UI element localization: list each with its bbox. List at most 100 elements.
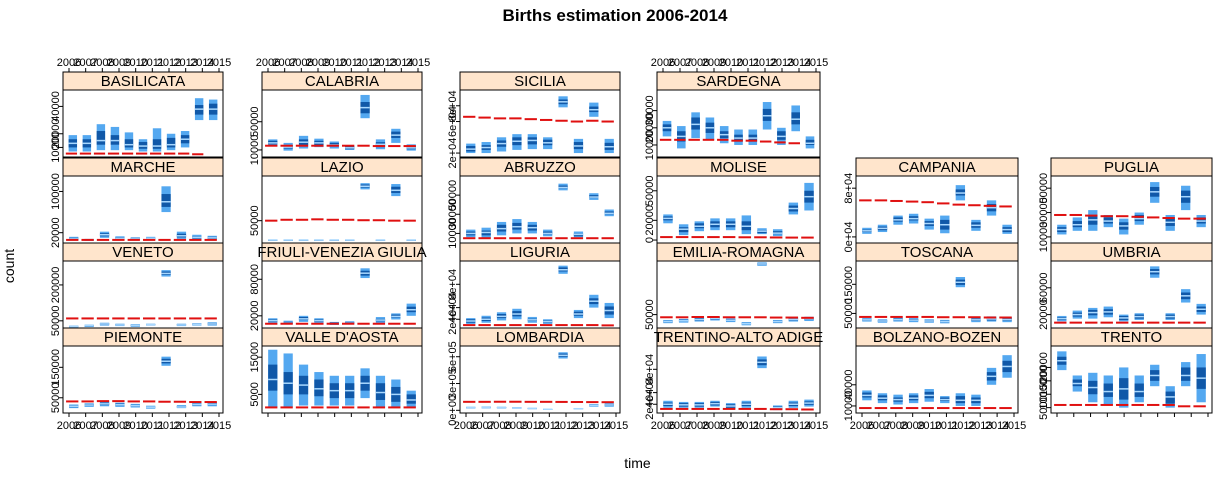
y-tick-label: 10000 — [1038, 222, 1050, 253]
x-tick-label: 2007 — [73, 57, 97, 69]
x-tick-label: 2014 — [190, 57, 214, 69]
panel-valle-d-aosta: VALLE D'AOSTA 5000 15000 — [249, 327, 423, 417]
panel-bolzano-bozen: BOLZANO-BOZEN100004000020062007200820092… — [843, 327, 1026, 432]
x-tick-label: 2012 — [951, 420, 975, 432]
x-axis-label: time — [624, 455, 651, 471]
x-tick-label: 2011 — [141, 420, 165, 432]
y-tick-label: 8e+04 — [447, 269, 459, 300]
panel-friuli-venezia-giulia: FRIULI-VENEZIA GIULIA 20000 80000 — [249, 242, 427, 331]
panel-strip-label: EMILIA-ROMAGNA — [673, 244, 805, 261]
x-tick-label: 2009 — [900, 420, 924, 432]
x-tick-label: 2015 — [406, 57, 430, 69]
panel-frame — [62, 260, 224, 329]
panel-emilia-romagna: EMILIA-ROMAGNA 50000 — [644, 242, 821, 330]
y-tick-label: 2e+04 — [447, 138, 459, 169]
box-iqr — [161, 194, 171, 207]
panel-strip-label: PIEMONTE — [104, 329, 182, 346]
x-tick-label: 2007 — [668, 420, 692, 432]
box-iqr — [791, 112, 800, 125]
y-tick-label: 8e+04 — [644, 354, 656, 385]
x-tick-label: 2014 — [787, 57, 811, 69]
panel-frame — [62, 175, 224, 244]
y-tick-label: 0e+00 — [447, 395, 459, 426]
y-tick-label: 10000 — [447, 218, 459, 249]
x-tick-label: 2009 — [107, 420, 131, 432]
panel-strip-label: MARCHE — [110, 159, 175, 176]
x-tick-label: 2014 — [190, 420, 214, 432]
y-tick-label: 10000 — [843, 391, 855, 422]
x-tick-label: 2013 — [173, 420, 197, 432]
panel-campania: CAMPANIA 0e+04 8e+04 — [843, 157, 1019, 252]
x-tick-label: 2006 — [57, 57, 81, 69]
box-iqr — [124, 139, 134, 148]
panel-calabria: CALABRIA10000500002006200720082009201020… — [249, 57, 430, 165]
x-tick-label: 2014 — [787, 420, 811, 432]
box-iqr — [314, 379, 324, 397]
x-tick-label: 2013 — [770, 420, 794, 432]
panel-strip-label: CALABRIA — [305, 73, 379, 90]
x-tick-label: 2009 — [504, 420, 528, 432]
x-tick-label: 2015 — [1002, 420, 1026, 432]
x-tick-label: 2015 — [804, 57, 828, 69]
panel-strip-label: BASILICATA — [101, 73, 185, 90]
panel-strip-label: BOLZANO-BOZEN — [873, 329, 1001, 346]
y-tick-label: 150000 — [843, 266, 855, 303]
y-tick-label: 50000 — [644, 299, 656, 330]
panel-strip-label: UMBRIA — [1102, 244, 1160, 261]
x-tick-label: 2012 — [157, 420, 181, 432]
x-tick-label: 2015 — [207, 420, 231, 432]
y-tick-label: 4e+04 — [447, 292, 459, 323]
x-tick-label: 2011 — [935, 420, 959, 432]
x-tick-label: 2012 — [554, 420, 578, 432]
x-tick-label: 2007 — [470, 420, 494, 432]
x-tick-label: 2013 — [372, 57, 396, 69]
panel-sardegna: SARDEGNA10000200003000020062007200820092… — [644, 57, 828, 160]
x-tick-label: 2010 — [917, 420, 941, 432]
box-iqr — [1103, 383, 1113, 397]
x-tick-label: 2013 — [968, 420, 992, 432]
y-tick-label: 50000 — [50, 382, 62, 413]
x-tick-label: 2006 — [256, 57, 280, 69]
y-tick-label: 20000 — [1038, 299, 1050, 330]
y-tick-label: 30000 — [447, 199, 459, 230]
panel-strip-label: VENETO — [112, 244, 173, 261]
box-iqr — [805, 139, 815, 145]
x-tick-label: 2014 — [985, 420, 1009, 432]
x-tick-label: 2014 — [587, 420, 611, 432]
x-tick-label: 2006 — [651, 57, 675, 69]
y-tick-label: 200000 — [50, 267, 62, 304]
y-tick-label: 20000 — [644, 112, 656, 143]
x-tick-label: 2008 — [884, 420, 908, 432]
panel-strip-label: FRIULI-VENEZIA GIULIA — [257, 244, 426, 261]
box-iqr — [152, 139, 162, 149]
x-tick-label: 2012 — [157, 57, 181, 69]
y-tick-label: 40000 — [50, 91, 62, 122]
y-tick-label: 50000 — [843, 298, 855, 329]
y-tick-label: 50000 — [644, 175, 656, 206]
panel-strip-label: MOLISE — [710, 159, 767, 176]
y-tick-label: 30000 — [1038, 197, 1050, 228]
panel-veneto: VENETO 50000 200000 — [50, 242, 224, 336]
y-tick-label: 80000 — [249, 264, 261, 295]
box-iqr — [166, 137, 176, 148]
y-tick-label: 10000 — [644, 130, 656, 161]
y-tick-label: 60000 — [1038, 273, 1050, 304]
y-tick-label: 6e+05 — [447, 341, 459, 372]
x-tick-label: 2007 — [668, 57, 692, 69]
y-tick-label: 15000 — [249, 342, 261, 373]
y-tick-label: 8e+04 — [447, 90, 459, 121]
x-tick-label: 2009 — [702, 420, 726, 432]
y-tick-label: 3e+05 — [447, 368, 459, 399]
panel-strip-label: VALLE D'AOSTA — [285, 329, 398, 346]
chart-title: Births estimation 2006-2014 — [502, 6, 728, 25]
y-tick-label: 10000 — [1038, 379, 1050, 410]
y-tick-label: 0e+04 — [843, 221, 855, 252]
panel-strip-label: PUGLIA — [1104, 159, 1159, 176]
x-tick-label: 2008 — [487, 420, 511, 432]
x-tick-label: 2015 — [804, 420, 828, 432]
